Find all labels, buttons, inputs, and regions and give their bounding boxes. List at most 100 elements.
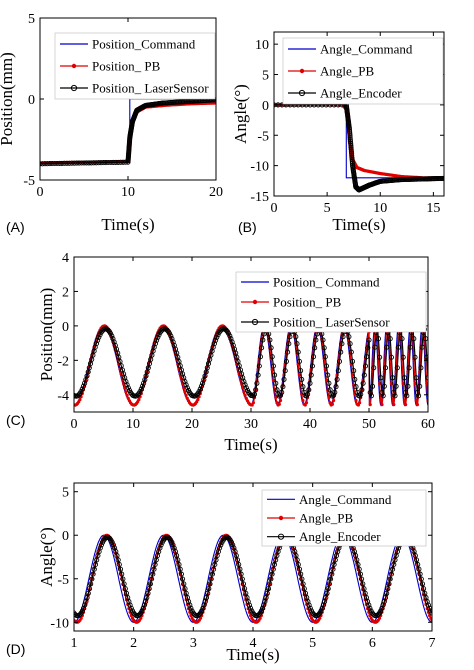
data-point-dot: [327, 395, 331, 400]
data-point-circle: [325, 586, 331, 592]
legend-swatch-marker: [251, 318, 259, 326]
data-point-circle: [268, 576, 274, 582]
chart-panel-1: 0 10 20-505Time(s)Position(mm)(A)Position_…: [0, 12, 223, 235]
data-point-circle: [101, 160, 107, 166]
data-point-circle: [47, 161, 53, 167]
data-point-circle: [366, 337, 372, 343]
data-point-circle: [395, 344, 402, 350]
data-point-circle: [406, 365, 412, 371]
y-tick-label: -4: [57, 389, 69, 404]
y-tick-label: 0: [62, 529, 69, 544]
data-point-dot: [352, 383, 356, 387]
x-tick-label: 20: [209, 185, 223, 200]
data-point-circle: [213, 337, 219, 343]
data-point-circle: [138, 386, 144, 392]
data-point-circle: [417, 383, 423, 389]
data-point-circle: [211, 566, 217, 572]
data-point-dot: [358, 401, 362, 405]
data-point-circle: [76, 160, 82, 166]
y-axis-label: Position(mm): [0, 52, 16, 146]
legend-entry-label: Angle_PB: [320, 64, 375, 79]
data-point-circle: [360, 581, 366, 587]
data-point-circle: [78, 388, 84, 395]
series-markers-circle: [40, 97, 216, 167]
data-point-circle: [365, 345, 371, 351]
data-point-circle: [251, 391, 258, 397]
y-tick-label: 4: [62, 251, 69, 266]
panel-label: (A): [6, 219, 25, 235]
data-point-circle: [52, 160, 58, 167]
data-point-circle: [66, 160, 72, 166]
data-point-circle: [390, 375, 396, 381]
x-axis-label: Time(s): [224, 435, 277, 454]
data-point-circle: [286, 341, 292, 347]
data-point-circle: [414, 389, 420, 396]
data-point-circle: [196, 388, 202, 395]
data-point-circle: [416, 393, 422, 399]
data-point-circle: [103, 160, 109, 166]
data-point-dot: [297, 373, 301, 377]
legend-entry-label: Position_ LaserSensor: [273, 315, 390, 330]
data-point-circle: [123, 159, 129, 165]
data-point-circle: [256, 363, 262, 369]
data-point-circle: [333, 384, 339, 390]
legend-swatch-marker: [70, 84, 78, 92]
legend: Position_Command Position_ PB Position_ La…: [54, 32, 216, 100]
data-point-circle: [230, 542, 236, 548]
data-point-circle: [187, 602, 193, 608]
data-point-circle: [237, 566, 243, 572]
data-point-circle: [361, 372, 367, 378]
data-point-dot: [378, 381, 382, 386]
series-markers-circle: [274, 102, 444, 193]
data-point-dot: [414, 399, 418, 403]
data-point-circle: [419, 581, 426, 587]
data-point-circle: [120, 576, 126, 582]
data-point-circle: [295, 561, 301, 568]
data-point-circle: [378, 375, 384, 381]
y-tick-label: 5: [262, 69, 269, 84]
data-point-circle: [151, 566, 157, 572]
data-point-dot: [78, 398, 82, 402]
y-tick-label: -10: [250, 160, 269, 175]
data-point-dot: [123, 386, 127, 390]
data-point-circle: [331, 561, 337, 568]
data-point-circle: [407, 344, 413, 350]
data-point-circle: [356, 566, 362, 572]
data-point-circle: [217, 545, 223, 551]
data-point-circle: [391, 389, 397, 396]
data-point-dot: [196, 398, 200, 402]
data-point-dot: [332, 398, 336, 403]
data-point-circle: [71, 160, 77, 166]
data-point-circle: [226, 330, 232, 337]
data-point-dot: [391, 399, 395, 403]
y-tick-label: -5: [57, 573, 69, 588]
data-point-circle: [223, 327, 229, 333]
data-point-circle: [257, 354, 263, 360]
data-point-circle: [97, 545, 103, 551]
legend-entry-label: Position_ Command: [273, 275, 380, 290]
data-point-circle: [64, 160, 70, 166]
data-point-circle: [267, 581, 273, 587]
legend-entry-label: Angle_Encoder: [320, 86, 402, 101]
y-tick-label: 0: [28, 93, 35, 108]
data-point-circle: [372, 344, 378, 350]
data-point-circle: [419, 344, 425, 350]
data-point-circle: [352, 376, 358, 382]
data-point-circle: [109, 333, 115, 339]
data-point-circle: [80, 383, 86, 389]
data-point-circle: [299, 376, 305, 382]
data-point-circle: [388, 571, 394, 577]
legend-swatch-marker: [298, 89, 306, 97]
data-point-circle: [380, 393, 386, 399]
data-point-circle: [307, 380, 313, 386]
data-point-circle: [95, 337, 101, 343]
data-point-circle: [54, 160, 60, 167]
data-point-dot: [402, 399, 406, 403]
legend: Angle_Command Angle_PB Angle_Encoder: [282, 37, 444, 105]
data-point-circle: [379, 389, 385, 396]
x-tick-label: 10: [126, 417, 140, 432]
data-point-circle: [393, 383, 399, 389]
data-point-circle: [416, 566, 422, 572]
data-point-dot: [354, 398, 358, 403]
x-tick-label: 0: [271, 201, 278, 216]
